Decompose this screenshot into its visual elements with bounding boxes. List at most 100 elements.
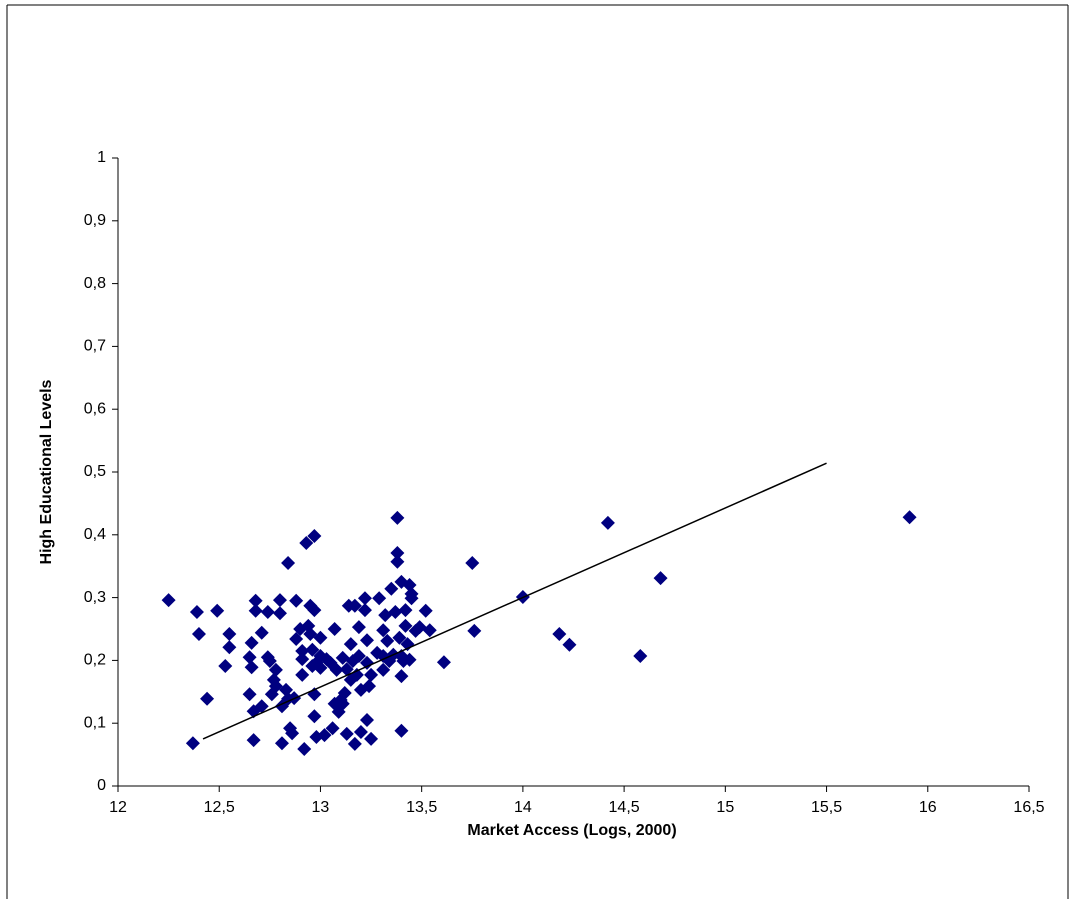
x-axis-title: Market Access (Logs, 2000) [467,822,676,839]
scatter-point [281,556,296,571]
scatter-point [242,650,257,665]
scatter-point [394,723,409,738]
scatter-point [357,591,372,606]
y-tick-label: 0,9 [84,212,106,229]
y-tick-label: 0,4 [84,526,106,543]
scatter-point [242,687,257,702]
scatter-point [380,633,395,648]
scatter-point [384,581,399,596]
scatter-point [394,669,409,684]
scatter-point [376,623,391,638]
scatter-point [185,736,200,751]
x-tick-label: 13,5 [406,799,437,816]
scatter-point [351,620,366,635]
y-tick-label: 0,8 [84,275,106,292]
scatter-point [161,593,176,608]
scatter-point [465,556,480,571]
scatter-point [351,649,366,664]
scatter-point [268,662,283,677]
scatter-point [398,618,413,633]
scatter-point [388,605,403,620]
scatter-point [327,622,342,636]
scatter-point [313,630,328,645]
scatter-point [295,643,310,658]
scatter-point [390,546,405,561]
scatter-point [339,662,354,677]
y-tick-label: 0,3 [84,589,106,606]
x-tick-label: 14,5 [609,799,640,816]
trend-line [202,462,827,740]
scatter-point [246,733,261,748]
scatter-point [436,655,451,670]
scatter-point [246,704,261,719]
scatter-point [335,696,350,711]
scatter-point [357,603,372,618]
x-tick-label: 13 [312,799,330,816]
scatter-point [305,642,320,657]
scatter-point [349,667,364,682]
scatter-point [552,627,567,642]
scatter-point [222,627,237,642]
scatter-point [353,724,368,739]
scatter-point [364,731,379,746]
scatter-point [376,662,391,677]
scatter-point [362,679,377,694]
scatter-point [364,667,379,682]
scatter-point [902,510,917,525]
scatter-point [390,510,405,525]
scatter-point [317,728,332,743]
y-tick-label: 0,5 [84,463,106,480]
scatter-point [244,660,259,675]
x-tick-label: 15,5 [811,799,842,816]
scatter-point [260,605,275,620]
scatter-point [295,667,310,682]
scatter-point [289,593,304,608]
scatter-point [200,691,215,706]
scatter-point [390,554,405,569]
scatter-point [295,652,310,667]
scatter-point [398,603,413,618]
scatter-point [347,598,362,613]
scatter-point [285,726,300,741]
scatter-point [244,635,259,650]
scatter-point [633,649,648,664]
scatter-point [600,515,615,530]
scatter-point [289,632,304,647]
scatter-point [325,721,340,736]
scatter-point [248,603,263,618]
x-tick-label: 16,5 [1013,799,1044,816]
scatter-point [262,654,277,669]
scatter-point [339,726,354,741]
scatter-point [218,659,233,674]
scatter-point [422,623,437,638]
scatter-point [360,713,375,728]
scatter-point [562,637,577,652]
y-tick-label: 0,1 [84,714,106,731]
scatter-point [189,605,204,620]
scatter-point [372,591,387,606]
scatter-point [402,652,417,667]
scatter-point [274,736,289,751]
y-tick-label: 0,6 [84,400,106,417]
scatter-point [307,529,322,544]
scatter-point [329,662,344,677]
y-axis-title: High Educational Levels [38,379,55,564]
y-tick-label: 0,2 [84,652,106,669]
scatter-point [307,603,322,618]
scatter-point [418,603,433,618]
scatter-point [653,571,668,586]
y-tick-label: 1 [97,149,106,166]
scatter-point [313,660,328,675]
scatter-point [360,655,375,670]
x-tick-label: 15 [716,799,734,816]
scatter-point [467,623,482,638]
scatter-point [343,637,358,652]
scatter-point [254,625,269,640]
scatter-point [347,736,362,751]
y-tick-label: 0,7 [84,338,106,355]
scatter-point [222,640,237,655]
scatter-point [272,593,287,608]
